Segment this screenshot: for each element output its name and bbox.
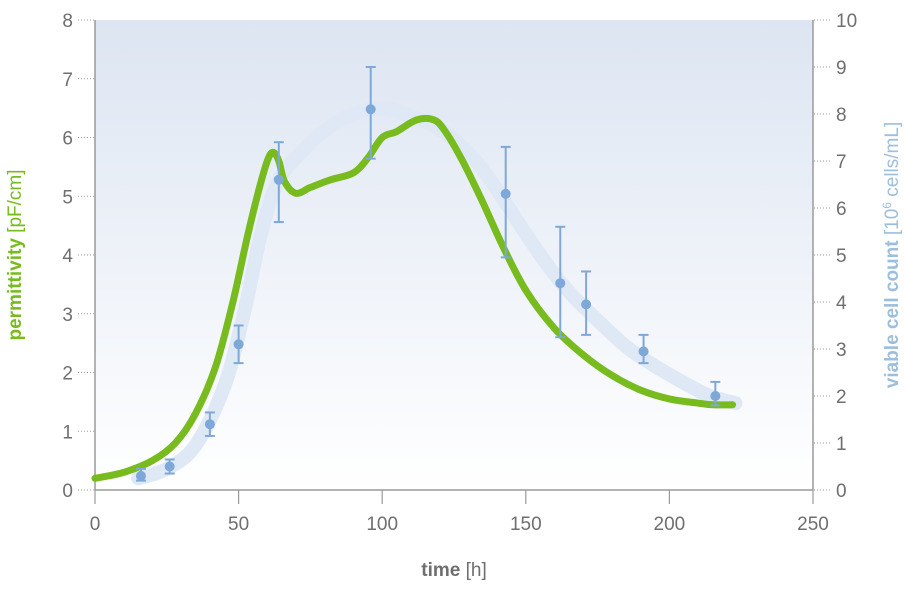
- y-left-tick-label: 1: [62, 422, 73, 443]
- viable-cell-point: [273, 174, 284, 185]
- viable-cell-point: [581, 299, 592, 310]
- y-left-tick-label: 7: [62, 70, 73, 91]
- x-axis-title-bold: time: [421, 560, 460, 581]
- viable-cell-point: [204, 419, 215, 430]
- y-left-axis-title: permittivity [pF/cm]: [5, 169, 26, 340]
- viable-cell-point: [365, 104, 376, 115]
- viable-cell-point: [638, 346, 649, 357]
- y-left-axis-title-bold: permittivity: [5, 238, 26, 341]
- y-right-tick-label: 5: [836, 246, 847, 267]
- y-left-tick-label: 4: [62, 246, 73, 267]
- y-right-tick-label: 10: [836, 11, 857, 32]
- y-left-axis-title-unit: [pF/cm]: [5, 169, 26, 238]
- viable-cell-point: [710, 391, 721, 401]
- y-right-axis-title-unit-pre: [10: [882, 209, 903, 241]
- y-right-tick-label: 1: [836, 434, 847, 455]
- series-layer: [91, 66, 743, 486]
- y-right-axis-title-unit-sup: 6: [880, 202, 894, 209]
- x-tick-label: 200: [654, 514, 686, 535]
- x-tick-label: 50: [228, 514, 249, 535]
- y-left-tick-label: 5: [62, 187, 73, 208]
- y-right-tick-label: 7: [836, 152, 847, 173]
- viable-cell-point: [164, 461, 175, 472]
- y-right-axis-title-bold: viable cell count: [882, 240, 903, 388]
- y-right-tick-label: 0: [836, 481, 847, 502]
- viable-cell-point: [555, 278, 566, 289]
- y-right-axis-title: viable cell count [106 cells/mL]: [880, 122, 903, 388]
- x-axis-title: time [h]: [421, 560, 486, 581]
- x-axis-title-unit: [h]: [460, 560, 486, 581]
- y-right-tick-label: 6: [836, 199, 847, 220]
- x-tick-label: 150: [510, 514, 542, 535]
- y-right-axis-title-unit-post: cells/mL]: [882, 122, 903, 202]
- y-left-tick-label: 0: [62, 481, 73, 502]
- y-left-tick-label: 2: [62, 364, 73, 385]
- x-tick-label: 0: [90, 514, 101, 535]
- x-tick-label: 250: [797, 514, 829, 535]
- y-right-tick-label: 9: [836, 58, 847, 79]
- y-right-tick-label: 2: [836, 387, 847, 408]
- y-left-tick-label: 8: [62, 11, 73, 32]
- y-right-tick-label: 3: [836, 340, 847, 361]
- y-left-tick-label: 6: [62, 129, 73, 150]
- y-right-tick-label: 4: [836, 293, 847, 314]
- viable-cell-point: [233, 339, 244, 350]
- y-left-tick-label: 3: [62, 305, 73, 326]
- ticks-layer: 0 50 100 150 200 250 0 1 2 3 4 5 6 7 8 0 1 2 3 4 5 6 7 8 9 10: [62, 11, 857, 535]
- viable-cell-point: [135, 470, 146, 481]
- y-right-tick-label: 8: [836, 105, 847, 126]
- viable-cell-point: [500, 188, 511, 199]
- x-tick-label: 100: [366, 514, 398, 535]
